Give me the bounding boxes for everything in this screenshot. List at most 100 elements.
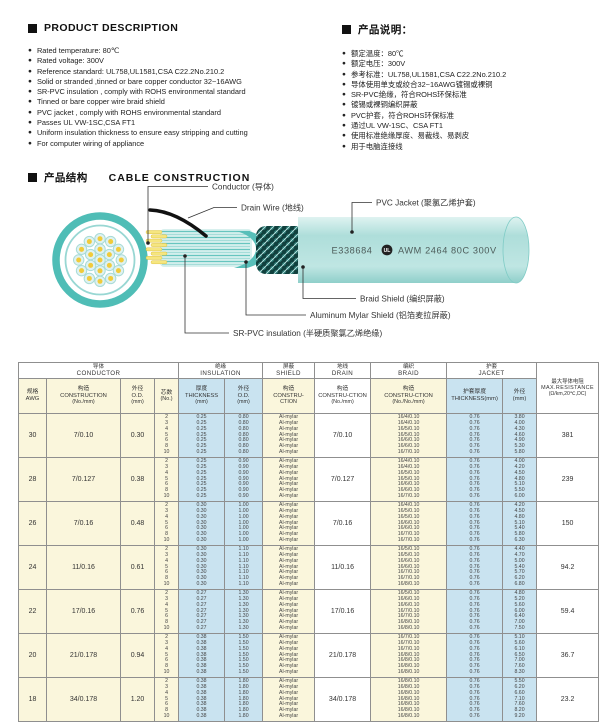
- stacked-value: 0.76: [469, 701, 480, 708]
- stacked-value: 3: [165, 507, 168, 514]
- cell-construction: 11/0.16: [46, 545, 121, 590]
- cell-ins-thickness: 0.38 0.38 0.38 0.38 0.38 0.38 0.38: [178, 677, 226, 722]
- stacked-value: 5.60: [514, 601, 525, 608]
- cell-ins-thickness: 0.27 0.27 0.27 0.27 0.27 0.27 0.27: [178, 589, 226, 634]
- stacked-value: 6.30: [514, 537, 525, 544]
- cell-braid: 16/4/0.10 16/5/0.10 16/5/0.10 16/6/0.10 16/6…: [370, 501, 448, 546]
- stacked-value: 0.76: [469, 563, 480, 570]
- stacked-value: 0.76: [469, 677, 480, 684]
- stacked-value: 16/5/0.10: [397, 507, 420, 514]
- stacked-value: Al-mylar: [279, 701, 299, 708]
- stacked-value: Al-mylar: [279, 531, 299, 538]
- bullet-item: ● For computer wiring of appliance: [28, 139, 333, 149]
- stacked-value: 0.90: [238, 487, 249, 494]
- stacked-values: 2 3 4 5 6 8 10: [156, 547, 178, 589]
- conductor-core-dot: [79, 268, 85, 274]
- stacked-value: 0.80: [238, 431, 249, 438]
- stacked-value: 1.50: [238, 669, 249, 676]
- cell-resistance: 150: [536, 501, 600, 546]
- stacked-value: 6: [165, 569, 168, 576]
- bullet-text: 导体使用单支或绞合32~16AWG镀锡或裸铜: [350, 79, 493, 89]
- bullet-text: For computer wiring of appliance: [36, 138, 145, 148]
- stacked-value: 1.80: [238, 689, 249, 696]
- stacked-value: 0.38: [196, 713, 207, 720]
- stacked-value: 8: [165, 707, 168, 714]
- subheader-jacket-od-en: (mm): [512, 396, 527, 402]
- bullet-item: ● PVC jacket , comply with ROHS environme…: [28, 108, 333, 118]
- stacked-value: 1.00: [238, 525, 249, 532]
- cell-shield: Al-mylar Al-mylar Al-mylar Al-mylar Al-mylar…: [262, 677, 316, 722]
- subheader-ins-od-en: O.D.: [237, 392, 250, 399]
- stacked-value: 0.30: [196, 501, 207, 508]
- leader-braid-shield: [302, 267, 356, 299]
- stacked-value: 1.00: [238, 531, 249, 538]
- subheader-ins-thickness-unit: (mm): [195, 399, 208, 406]
- stacked-value: 1.30: [238, 589, 249, 596]
- cell-braid: 16/7/0.10 16/7/0.10 16/7/0.10 16/8/0.10 16/8…: [370, 633, 448, 678]
- stacked-value: 1.30: [238, 595, 249, 602]
- stacked-value: 0.38: [196, 639, 207, 646]
- stacked-value: 0.76: [469, 437, 480, 444]
- conductor-core-dot: [79, 246, 85, 252]
- stacked-value: 6.60: [514, 689, 525, 696]
- bullet-text: 镀锡或裸铜编织屏蔽: [350, 100, 418, 110]
- stacked-value: 0.30: [196, 513, 207, 520]
- stacked-value: 0.90: [238, 463, 249, 470]
- cell-drain: 11/0.16: [314, 545, 372, 590]
- stacked-values: Al-mylar Al-mylar Al-mylar Al-mylar Al-mylar…: [264, 459, 314, 501]
- stacked-value: 5: [165, 431, 168, 438]
- stacked-value: 0.27: [196, 619, 207, 626]
- stacked-values: 0.27 0.27 0.27 0.27 0.27 0.27 0.27: [180, 591, 224, 633]
- stacked-value: Al-mylar: [279, 639, 299, 646]
- cell-ins-od: 1.00 1.00 1.00 1.00 1.00 1.00 1.00: [224, 501, 264, 546]
- stacked-value: 0.80: [238, 443, 249, 450]
- stacked-value: 16/8/0.10: [397, 581, 420, 588]
- stacked-value: 0.38: [196, 701, 207, 708]
- cell-cores: 2 3 4 5 6 8 10: [153, 677, 180, 722]
- stacked-value: 0.76: [469, 651, 480, 658]
- stacked-value: 4: [165, 425, 168, 432]
- product-description-section: PRODUCT DESCRIPTION ● Rated temperature: …: [28, 22, 333, 149]
- stacked-value: 4.00: [514, 457, 525, 464]
- group-conductor-en: CONDUCTOR: [76, 370, 121, 377]
- group-insulation-cn: 绝缘: [214, 364, 227, 370]
- stacked-values: 2 3 4 5 6 8 10: [156, 503, 178, 545]
- stacked-value: 0.30: [196, 525, 207, 532]
- stacked-value: 16/8/0.10: [397, 701, 420, 708]
- stacked-value: 0.76: [469, 469, 480, 476]
- stacked-value: 16/8/0.10: [397, 707, 420, 714]
- bullet-text: SR-PVC insulation , comply with ROHS env…: [36, 87, 246, 97]
- conductor-strand: [145, 256, 163, 260]
- stacked-values: 0.76 0.76 0.76 0.76 0.76 0.76 0.76: [448, 547, 502, 589]
- cell-awg: 18: [18, 677, 47, 722]
- stacked-value: 0.30: [196, 563, 207, 570]
- stacked-values: 16/4/0.10 16/4/0.10 16/5/0.10 16/5/0.10 16/6…: [372, 459, 446, 501]
- drain-wire: [148, 208, 208, 238]
- stacked-value: 0.76: [469, 557, 480, 564]
- stacked-value: 16/7/0.10: [397, 449, 420, 456]
- stacked-value: 16/7/0.10: [397, 575, 420, 582]
- product-description-cn-section: 产品说明： ● 额定温度：80℃ ● 额定电压：300V ● 参考标准：UL758,UL1…: [342, 22, 600, 152]
- stacked-value: 0.76: [469, 575, 480, 582]
- stacked-value: 0.76: [469, 431, 480, 438]
- spec-row-awg-28: 28 7/0.127 0.38 2 3 4 5 6 8 10 0.25 0.25 0.25 0.25 0.2…: [18, 457, 600, 502]
- stacked-value: 1.50: [238, 651, 249, 658]
- cell-cores: 2 3 4 5 6 8 10: [153, 589, 180, 634]
- stacked-value: 0.25: [196, 475, 207, 482]
- stacked-value: 0.90: [238, 493, 249, 500]
- stacked-values: 0.76 0.76 0.76 0.76 0.76 0.76 0.76: [448, 413, 502, 457]
- stacked-value: 5.40: [514, 525, 525, 532]
- stacked-value: 0.25: [196, 425, 207, 432]
- cell-awg: 30: [18, 413, 47, 458]
- stacked-values: 4.00 4.20 4.50 4.80 5.10 5.50 6.00: [504, 457, 536, 501]
- stacked-values: 2 3 4 5 6 8 10: [156, 635, 178, 677]
- stacked-value: Al-mylar: [279, 677, 299, 684]
- stacked-value: 0.76: [469, 413, 480, 420]
- stacked-value: 16/8/0.10: [397, 677, 420, 684]
- stacked-value: 1.10: [238, 569, 249, 576]
- cell-od: 0.38: [120, 457, 155, 502]
- stacked-value: 0.76: [469, 713, 480, 720]
- stacked-value: 5.60: [514, 639, 525, 646]
- conductor-core-dot: [86, 239, 92, 245]
- stacked-value: Al-mylar: [279, 507, 299, 514]
